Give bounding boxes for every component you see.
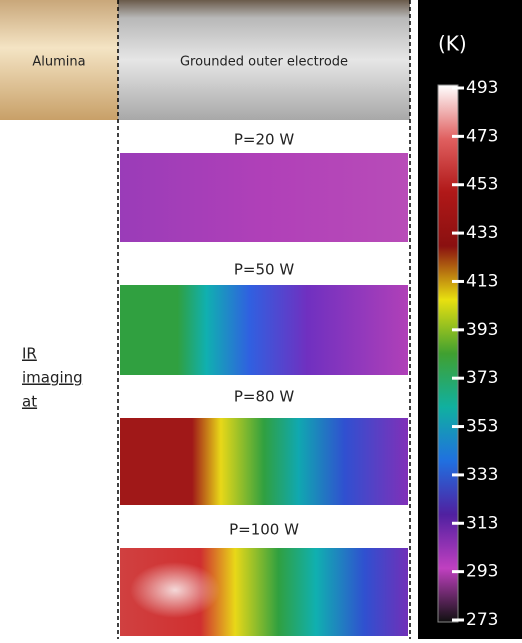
colorbar-ticks: 493 473 453 433 413 393 373 353 333 313 293 273 bbox=[452, 78, 498, 630]
ir-image bbox=[120, 285, 408, 375]
ir-image bbox=[120, 418, 408, 505]
panel-label: P=50 W bbox=[234, 261, 294, 279]
photo-label: Alumina bbox=[32, 55, 85, 70]
side-label: IR imaging at bbox=[22, 345, 83, 411]
photo-label: Grounded outer electrode bbox=[180, 55, 348, 70]
side-label-line: imaging bbox=[22, 369, 83, 387]
colorbar-panel bbox=[418, 0, 522, 639]
colorbar-unit: (K) bbox=[438, 32, 467, 56]
hot-spot bbox=[130, 562, 220, 618]
tick-label: 373 bbox=[466, 368, 498, 388]
panel-label: P=100 W bbox=[229, 521, 299, 539]
panel-labels: P=20 W P=50 W P=80 W P=100 W bbox=[229, 131, 299, 539]
side-label-line: IR bbox=[22, 345, 37, 363]
ir-image bbox=[120, 153, 408, 242]
side-label-line: at bbox=[22, 393, 37, 411]
tick-label: 493 bbox=[466, 78, 498, 98]
tick-label: 473 bbox=[466, 126, 498, 146]
panel-label: P=20 W bbox=[234, 131, 294, 149]
panel-label: P=80 W bbox=[234, 388, 294, 406]
tick-label: 453 bbox=[466, 175, 498, 195]
alumina-photo bbox=[0, 0, 118, 120]
tick-label: 433 bbox=[466, 223, 498, 243]
tick-label: 313 bbox=[466, 513, 498, 533]
tick-label: 273 bbox=[466, 610, 498, 630]
electrode-photo bbox=[118, 0, 410, 120]
tick-label: 293 bbox=[466, 562, 498, 582]
tick-label: 413 bbox=[466, 271, 498, 291]
tick-label: 353 bbox=[466, 417, 498, 437]
colorbar bbox=[437, 84, 459, 623]
tick-label: 333 bbox=[466, 465, 498, 485]
tick-label: 393 bbox=[466, 320, 498, 340]
